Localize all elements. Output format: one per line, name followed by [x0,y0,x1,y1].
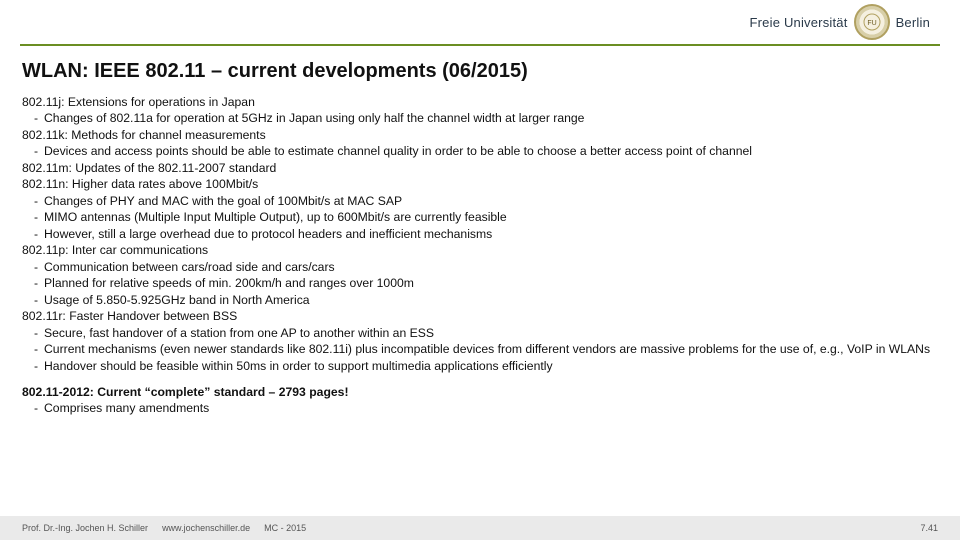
group-head: 802.11n: Higher data rates above 100Mbit… [22,176,938,192]
page-title: WLAN: IEEE 802.11 – current developments… [22,60,528,83]
group-bullet: Usage of 5.850-5.925GHz band in North Am… [22,292,938,308]
group-bullet: Handover should be feasible within 50ms … [22,358,938,374]
footer-bar: Prof. Dr.-Ing. Jochen H. Schiller www.jo… [0,516,960,540]
group-bullet: However, still a large overhead due to p… [22,226,938,242]
header-rule [20,44,940,46]
footer-author: Prof. Dr.-Ing. Jochen H. Schiller [22,523,148,533]
footer-course: MC - 2015 [264,523,306,533]
group-head: 802.11r: Faster Handover between BSS [22,308,938,324]
group-bullet: Communication between cars/road side and… [22,259,938,275]
group-bullet: MIMO antennas (Multiple Input Multiple O… [22,209,938,225]
group-bullet: Secure, fast handover of a station from … [22,325,938,341]
group-head: 802.11p: Inter car communications [22,242,938,258]
seal-icon: FU [854,4,890,40]
standard-bullet: Comprises many amendments [22,400,938,416]
svg-text:FU: FU [867,20,876,27]
group-bullet: Planned for relative speeds of min. 200k… [22,275,938,291]
group-head: 802.11k: Methods for channel measurement… [22,127,938,143]
group-bullet: Devices and access points should be able… [22,143,938,159]
institution-logo: Freie Universität FU Berlin [750,4,930,40]
group-head: 802.11m: Updates of the 802.11-2007 stan… [22,160,938,176]
institution-name-part1: Freie Universität [750,15,848,30]
group-bullet: Current mechanisms (even newer standards… [22,341,938,357]
group-head: 802.11j: Extensions for operations in Ja… [22,94,938,110]
institution-city: Berlin [896,15,930,30]
standard-head: 802.11-2012: Current “complete” standard… [22,384,938,400]
group-bullet: Changes of 802.11a for operation at 5GHz… [22,110,938,126]
group-bullet: Changes of PHY and MAC with the goal of … [22,193,938,209]
footer-page: 7.41 [920,523,938,533]
body-content: 802.11j: Extensions for operations in Ja… [22,94,938,417]
footer-url: www.jochenschiller.de [162,523,250,533]
institution-name: Freie Universität [750,15,848,30]
